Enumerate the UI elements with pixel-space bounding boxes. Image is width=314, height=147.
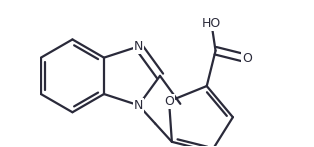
Text: O: O xyxy=(242,52,252,65)
Text: N: N xyxy=(134,99,143,112)
Text: O: O xyxy=(164,95,174,108)
Text: HO: HO xyxy=(202,17,221,30)
Text: N: N xyxy=(134,40,143,53)
